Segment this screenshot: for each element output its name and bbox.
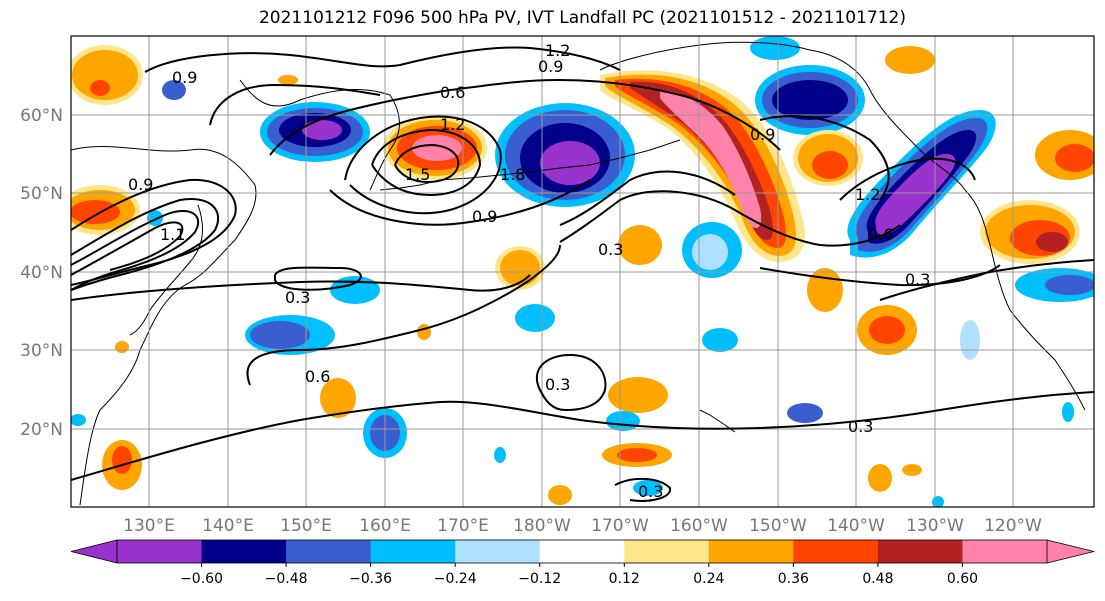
contour-label: 0.3 [638,482,663,501]
contour-label: 0.9 [472,207,497,226]
map-content: 0.9 0.6 1.2 0.9 1.5 0.9 1.2 1.8 0.9 1.1 … [71,36,1094,507]
contour-label: 1.5 [405,165,430,184]
contour-label: 0.9 [172,68,197,87]
map-frame [70,35,1095,508]
colorbar-frame [116,539,1048,564]
lon-label: 160°E [359,516,411,536]
contour-label: 0.3 [905,270,930,289]
lat-label: 50°N [20,184,63,204]
colorbar-tick-label: 0.24 [693,571,724,587]
colorbar-tick-label: −0.12 [518,571,561,587]
colorbar-swatch [877,540,963,563]
colorbar-tick-label: −0.36 [349,571,392,587]
colorbar-swatch [117,540,203,563]
colorbar-tick-label: −0.60 [180,571,223,587]
contour-label: 1.1 [160,225,185,244]
lon-label: 180°W [513,516,571,536]
lon-label: 170°E [437,516,489,536]
lat-label: 60°N [20,106,63,126]
colorbar-swatch [708,540,794,563]
colorbar-swatch [624,540,710,563]
colorbar-tick-label: 0.36 [778,571,809,587]
contour-label: 0.9 [128,175,153,194]
colorbar-swatch [793,540,879,563]
ivt-contours [71,46,1094,502]
contour-label: 1.8 [500,165,525,184]
colorbar-swatch [370,540,456,563]
contour-label: 0.3 [285,288,310,307]
contour-label: 0.3 [545,375,570,394]
colorbar-tick-label: −0.48 [265,571,308,587]
page-title: 2021101212 F096 500 hPa PV, IVT Landfall… [258,8,906,28]
contour-label: 0.3 [848,417,873,436]
contour-label: 1.2 [440,115,465,134]
colorbar-extend-low [70,539,118,564]
contour-label: 0.9 [750,125,775,144]
contour-label: 1.2 [545,41,570,60]
colorbar-swatch [539,540,625,563]
colorbar-swatch [201,540,287,563]
lat-label: 40°N [20,263,63,283]
lat-labels: 60°N 50°N 40°N 30°N 20°N [20,106,63,440]
lon-label: 130°E [123,516,175,536]
lon-label: 140°W [827,516,885,536]
gridlines [71,36,1094,507]
lon-labels: 130°E 140°E 150°E 160°E 170°E 180°W 170°… [123,516,1042,536]
contour-label: 0.6 [868,225,893,244]
contour-label: 0.6 [440,83,465,102]
contour-labels: 0.9 0.6 1.2 0.9 1.5 0.9 1.2 1.8 0.9 1.1 … [128,41,930,501]
colorbar-swatch [286,540,372,563]
colorbar-tick-label: 0.12 [609,571,640,587]
colorbar-tick-label: −0.24 [434,571,477,587]
contour-label: 0.6 [305,367,330,386]
lon-label: 120°W [984,516,1042,536]
colorbar-extend-high [1046,539,1095,564]
colorbar-tick-label: 0.48 [862,571,893,587]
lat-label: 20°N [20,420,63,440]
contour-label: 0.3 [598,240,623,259]
colorbar-tick-label: 0.60 [947,571,978,587]
lon-label: 160°W [670,516,728,536]
contour-label: 1.2 [855,185,880,204]
lon-label: 150°W [749,516,807,536]
lon-label: 140°E [202,516,254,536]
colorbar: −0.60 −0.48 −0.36 −0.24 −0.12 0.12 0.24 0.36 0.4… [70,539,1095,587]
lat-label: 30°N [20,341,63,361]
colorbar-swatch [962,540,1048,563]
lon-label: 170°W [591,516,649,536]
contour-label: 0.9 [538,57,563,76]
lon-label: 130°W [906,516,964,536]
lon-label: 150°E [280,516,332,536]
colorbar-swatch [455,540,541,563]
